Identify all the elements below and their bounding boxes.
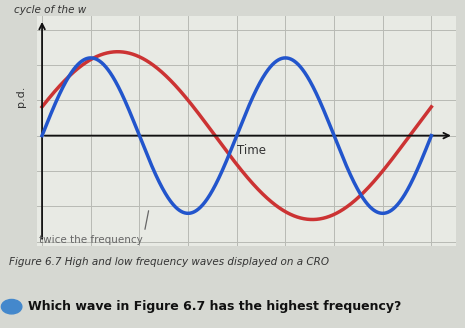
Text: 6: 6 [8,302,15,312]
Text: Time: Time [237,144,266,157]
Text: twice the frequency: twice the frequency [39,211,149,245]
Text: Which wave in Figure 6.7 has the highest frequency?: Which wave in Figure 6.7 has the highest… [28,300,401,313]
Text: Figure 6.7 High and low frequency waves displayed on a CRO: Figure 6.7 High and low frequency waves … [9,257,329,267]
Text: p.d.: p.d. [16,85,26,107]
Text: cycle of the w: cycle of the w [14,5,86,15]
